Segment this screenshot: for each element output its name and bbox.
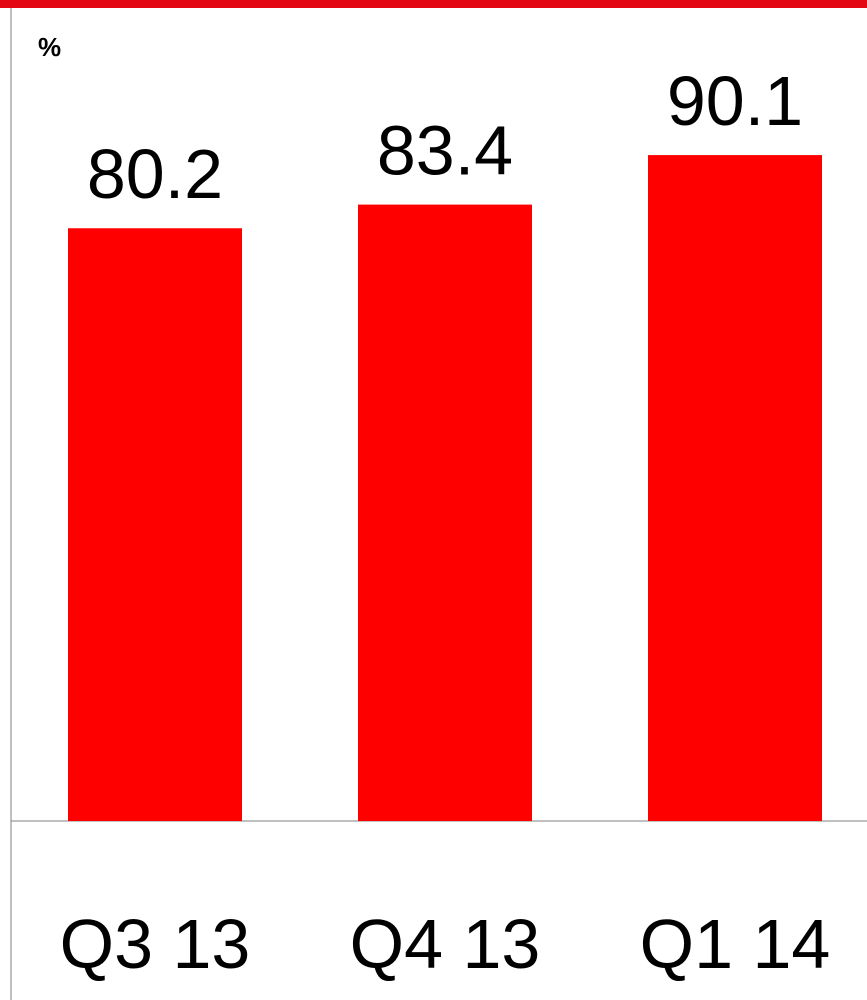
bar-value-label-3: 90.1: [667, 62, 803, 140]
unit-label: %: [38, 32, 62, 62]
bar-2: [358, 204, 532, 822]
top-accent-bar: [0, 0, 867, 8]
bar-3: [648, 155, 822, 821]
bar-1: [68, 228, 242, 821]
category-label-2: Q4 13: [350, 905, 541, 983]
value-labels-layer: 80.2 83.4 90.1: [87, 62, 803, 213]
category-label-3: Q1 14: [640, 905, 831, 983]
bar-value-label-2: 83.4: [377, 112, 513, 190]
category-label-1: Q3 13: [60, 905, 251, 983]
bar-value-label-1: 80.2: [87, 135, 223, 213]
category-labels-layer: Q3 13 Q4 13 Q1 14: [60, 905, 831, 983]
bars-layer: [68, 155, 822, 822]
